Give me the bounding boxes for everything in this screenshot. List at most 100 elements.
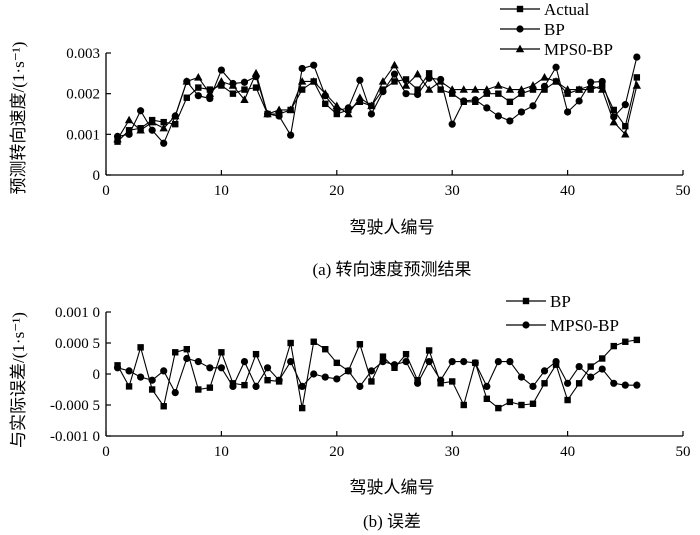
chart-b-point-mps0-bp (552, 358, 560, 366)
chart-a-point-actual (529, 86, 537, 93)
chart-a-point-mps0-bp (355, 93, 365, 101)
chart-a-point-mps0-bp (436, 77, 445, 85)
chart-b-legend: BP MPS0-BP (506, 292, 619, 335)
chart-a-point-bp (402, 90, 410, 98)
chart-a-ytick-label: 0 (93, 168, 101, 184)
chart-a-point-actual (172, 120, 179, 128)
chart-b-point-mps0-bp (194, 358, 202, 366)
chart-b-point-bp (252, 350, 260, 358)
chart-a-point-bp (460, 97, 468, 105)
chart-a-point-mps0-bp (194, 73, 203, 81)
chart-a-point-mps0-bp (251, 68, 261, 77)
chart-a-point-bp (137, 107, 145, 115)
chart-a-point-bp (275, 112, 283, 120)
chart-a-point-mps0-bp (448, 85, 457, 93)
chart-b-point-mps0-bp (483, 382, 491, 390)
chart-b-point-bp (449, 378, 456, 385)
chart-a-point-bp (240, 78, 249, 86)
chart-a-point-actual (356, 98, 364, 105)
chart-b-legend-label: MPS0-BP (550, 316, 619, 335)
chart-b-point-bp (368, 378, 375, 385)
chart-b-point-mps0-bp (367, 367, 376, 375)
chart-a-xtick-label: 10 (214, 183, 229, 199)
chart-b-point-bp (633, 336, 641, 344)
chart-a-point-bp (552, 63, 560, 71)
chart-b-xlabel: 驾驶人编号 (350, 478, 435, 497)
chart-a-point-bp (517, 108, 526, 116)
chart-a-point-bp (448, 120, 456, 128)
chart-a-point-mps0-bp (217, 77, 226, 85)
chart-b-point-mps0-bp (287, 358, 295, 366)
chart-b-xtick-label: 50 (676, 444, 691, 460)
chart-a-xtick-label: 30 (445, 183, 460, 199)
chart-a-point-mps0-bp (228, 81, 238, 89)
chart-b-point-bp (529, 400, 537, 407)
chart-b-point-mps0-bp (344, 367, 352, 375)
chart-b-point-mps0-bp (298, 382, 306, 390)
chart-a-point-mps0-bp (563, 85, 572, 93)
chart-b-ytick-label: -0.000 5 (50, 398, 100, 414)
chart-b-point-mps0-bp (517, 373, 526, 381)
chart-b-point-mps0-bp (275, 376, 283, 384)
chart-b-point-bp (460, 401, 467, 409)
chart-a-point-mps0-bp (424, 85, 434, 93)
chart-b-point-mps0-bp (460, 358, 468, 366)
chart-b-point-mps0-bp (413, 379, 422, 387)
chart-a-point-bp (148, 126, 156, 134)
chart-b-point-mps0-bp (252, 382, 260, 390)
chart-b-point-bp (183, 346, 190, 353)
chart-a-ytick-label: 0.002 (66, 87, 100, 103)
chart-a-point-mps0-bp (205, 89, 215, 97)
chart-a-point-mps0-bp (528, 81, 538, 89)
chart-a-point-actual (633, 74, 641, 81)
chart-a-point-mps0-bp (367, 101, 376, 110)
chart-b-point-bp (483, 395, 491, 402)
chart-a-point-actual (425, 70, 433, 77)
chart-b-xtick-label: 20 (329, 444, 344, 460)
chart-a-xtick-label: 50 (676, 183, 691, 199)
chart-a-point-actual (160, 118, 167, 126)
chart-a-point-bp (633, 53, 641, 61)
chart-a-point-bp (471, 96, 479, 104)
chart-a-point-mps0-bp (332, 101, 341, 110)
chart-b-point-mps0-bp (564, 379, 572, 387)
chart-b-xtick-label: 40 (560, 444, 575, 460)
chart-a-xlabel: 驾驶人编号 (350, 218, 435, 237)
chart-a-point-mps0-bp (574, 85, 584, 93)
chart-a-point-actual (125, 127, 133, 134)
chart-b-series-line-mps0-bp (117, 357, 637, 394)
chart-b-point-bp (564, 396, 571, 404)
chart-a-legend-label: Actual (544, 0, 590, 19)
chart-b-point-mps0-bp (506, 358, 514, 366)
chart-b-xtick-label: 0 (102, 444, 110, 460)
chart-a-point-actual (518, 90, 525, 97)
chart-a-point-bp (425, 74, 433, 82)
chart-b-point-bp (333, 359, 340, 367)
chart-a-point-mps0-bp (263, 109, 272, 118)
chart-b-ylabel: 与实际误差/(1·s⁻¹) (9, 312, 28, 448)
chart-b-point-mps0-bp (390, 361, 399, 369)
chart-a-ylabel: 预测转向速度/(1·s⁻¹) (9, 42, 28, 195)
chart-a-point-bp (540, 82, 549, 90)
chart-b-markers (113, 336, 641, 412)
chart-a-point-bp (413, 90, 422, 99)
chart-a-point-mps0-bp (482, 85, 492, 93)
chart-a-point-actual (564, 90, 571, 97)
chart-b-point-mps0-bp (333, 375, 341, 383)
chart-a-point-bp (610, 113, 618, 121)
chart-b-point-mps0-bp (206, 364, 214, 372)
chart-a-point-actual (298, 86, 306, 93)
chart-a-legend-marker (515, 44, 525, 53)
chart-a-ytick-label: 0.001 (66, 127, 100, 143)
chart-a-point-mps0-bp (586, 81, 595, 89)
chart-b-point-mps0-bp (610, 379, 618, 387)
chart-a-point-bp (529, 102, 537, 110)
chart-b-point-mps0-bp (575, 362, 583, 371)
chart-a-point-bp (344, 104, 352, 112)
chart-a-point-mps0-bp (113, 134, 122, 143)
chart-a-point-mps0-bp (286, 105, 295, 114)
chart-b-point-bp (575, 380, 583, 387)
chart-a-point-mps0-bp (517, 85, 526, 93)
